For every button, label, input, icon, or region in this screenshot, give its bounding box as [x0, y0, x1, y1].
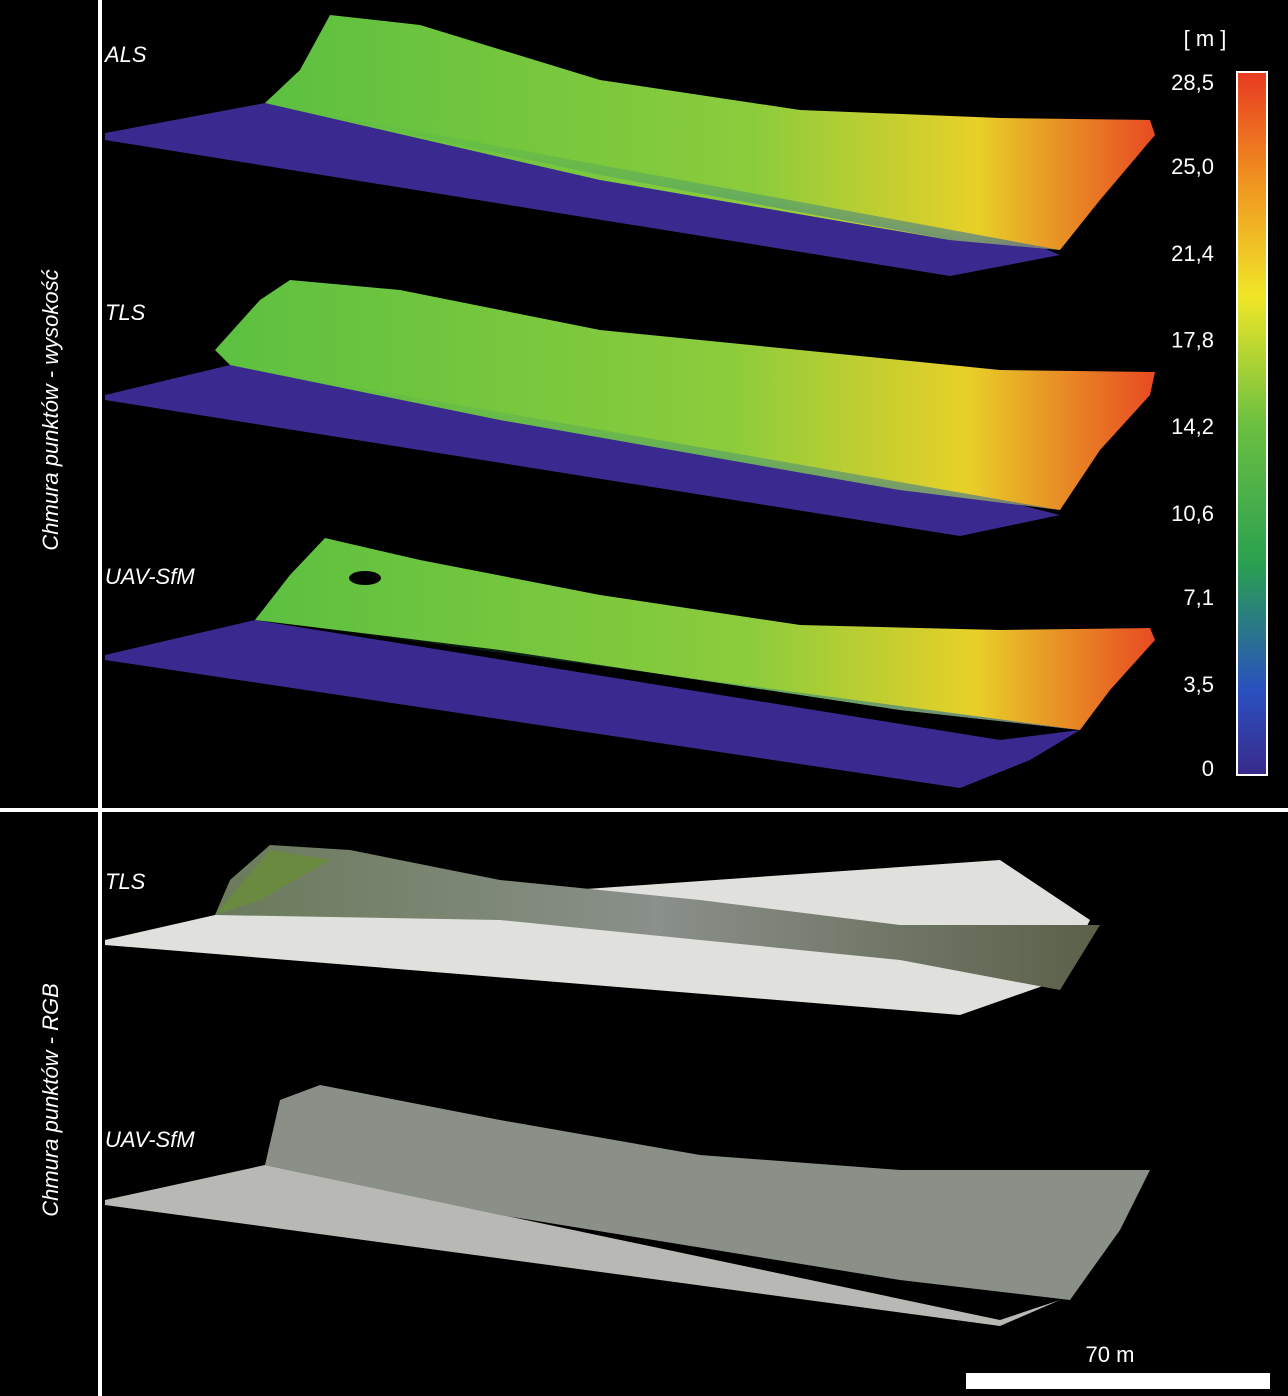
cloud-label: UAV-SfM: [105, 564, 195, 589]
colorbar-tick-label: 7,1: [1183, 585, 1214, 610]
scale-bar-label: 70 m: [1086, 1342, 1135, 1367]
colorbar-tick-label: 3,5: [1183, 672, 1214, 697]
colorbar-tick-label: 21,4: [1171, 241, 1214, 266]
cloud-label: ALS: [103, 42, 147, 67]
colorbar-tick-label: 14,2: [1171, 414, 1214, 439]
point-cloud: [105, 15, 1155, 276]
colorbar-tick-label: 0: [1202, 756, 1214, 781]
point-cloud: [105, 845, 1100, 1015]
panel-label: Chmura punktów - wysokość: [38, 269, 63, 550]
point-cloud: [105, 280, 1155, 536]
cloud-label: TLS: [105, 300, 146, 325]
scale-bar: [966, 1373, 1270, 1389]
cloud-label: UAV-SfM: [105, 1127, 195, 1152]
colorbar-tick-label: 17,8: [1171, 328, 1214, 353]
colorbar-tick-label: 10,6: [1171, 501, 1214, 526]
colorbar: [1237, 72, 1267, 775]
colorbar-unit: [ m ]: [1184, 26, 1227, 51]
panel-label: Chmura punktów - RGB: [38, 983, 63, 1217]
point-cloud: [105, 1085, 1150, 1326]
point-cloud: [105, 538, 1155, 788]
cloud-label: TLS: [105, 869, 146, 894]
colorbar-tick-label: 25,0: [1171, 154, 1214, 179]
figure: Chmura punktów - wysokość Chmura punktów…: [0, 0, 1288, 1396]
colorbar-tick-label: 28,5: [1171, 70, 1214, 95]
